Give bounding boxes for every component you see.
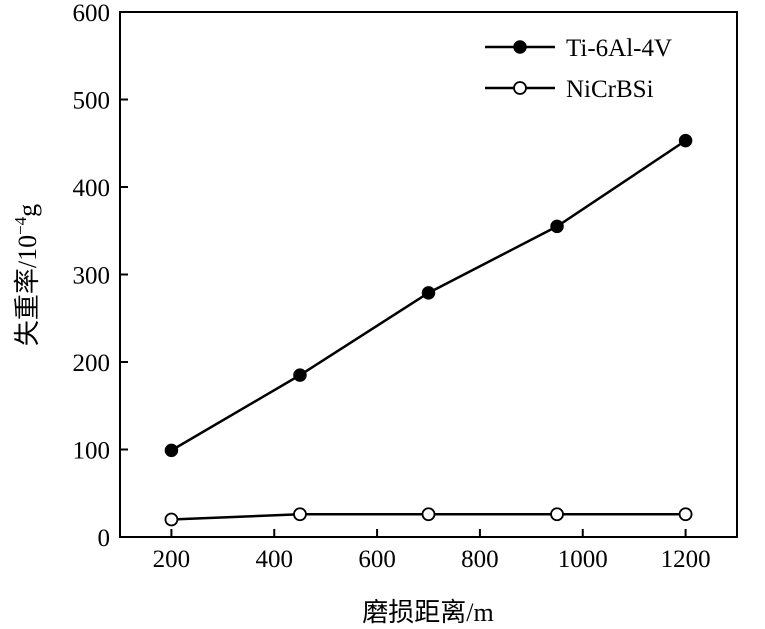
data-point-nicrbsi [678,507,693,522]
x-axis-title: 磨损距离/m [362,598,493,627]
data-point-ti-6al-4v [550,219,564,234]
data-point-nicrbsi [164,512,179,527]
x-tick-label: 1200 [661,546,711,573]
y-tick-label: 600 [73,0,111,27]
y-tick-label: 300 [73,263,111,290]
y-tick-label: 200 [73,350,111,377]
x-tick-label: 200 [153,546,191,573]
y-tick-label: 0 [98,525,111,552]
legend-label-nicrbsi: NiCrBSi [566,76,654,103]
x-tick-label: 600 [358,546,396,573]
y-axis-title-main: 失重率/10 [13,235,42,346]
data-point-ti-6al-4v [678,133,693,148]
y-axis-title-unit: g [13,204,42,217]
x-axis: 200 400 600 800 1000 1200 [153,529,711,573]
plot-series [164,133,693,527]
y-axis-title-exponent: −4 [11,216,30,235]
legend-label-ti: Ti-6Al-4V [566,35,672,62]
y-tick-label: 100 [73,438,111,465]
y-axis-title: 失重率/10−4g [11,204,42,346]
data-point-nicrbsi [293,507,307,522]
data-point-ti-6al-4v [421,286,436,300]
y-tick-label: 400 [73,175,111,202]
legend: Ti-6Al-4V NiCrBSi [485,35,672,103]
x-tick-label: 800 [461,546,499,573]
legend-marker-ti [513,40,527,54]
data-point-ti-6al-4v [293,368,307,382]
x-tick-label: 400 [256,546,294,573]
plot-frame [119,11,738,538]
legend-marker-nicrbsi [513,81,527,95]
data-point-nicrbsi [550,507,564,522]
y-tick-label: 500 [73,88,111,115]
data-point-ti-6al-4v [164,443,179,458]
data-point-nicrbsi [421,507,436,522]
x-tick-label: 1000 [558,546,608,573]
